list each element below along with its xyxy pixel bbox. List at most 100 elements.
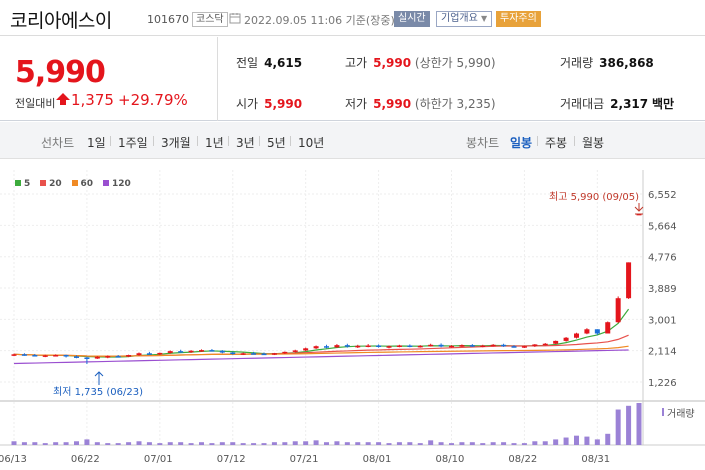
realtime-button[interactable]: 실시간 — [394, 11, 430, 27]
tab-separator — [153, 136, 154, 146]
line-chart-label[interactable]: 선차트 — [41, 136, 75, 150]
x-tick-label: 08/22 — [508, 454, 537, 465]
tab-1week[interactable]: 1주일 — [118, 136, 148, 150]
ma120-label: 120 — [111, 179, 131, 189]
tab-weekly[interactable]: 주봉 — [545, 136, 568, 150]
candle-body — [115, 356, 121, 358]
volume-bar — [115, 443, 121, 445]
candle-body — [563, 337, 569, 341]
x-tick-label: 06/22 — [71, 454, 100, 465]
volume-bar — [469, 442, 475, 445]
timestamp: 2022.09.05 11:06 기준(장중) — [244, 14, 395, 27]
chart-grid — [0, 170, 705, 446]
candle-body — [94, 356, 100, 359]
candle-body — [178, 351, 184, 353]
candle-body — [521, 346, 527, 348]
x-tick-label: 07/12 — [217, 454, 246, 465]
candle-body — [240, 353, 246, 355]
candle-body — [605, 322, 611, 334]
candle-chart-label[interactable]: 봉차트 — [466, 136, 500, 150]
low-label: 저가 — [345, 97, 368, 111]
company-overview-dropdown[interactable]: 기업개요 ▼ — [436, 11, 493, 27]
tab-separator — [259, 136, 260, 146]
volume-bar — [511, 443, 517, 445]
low-price: 저가 5,990 (하한가 3,235) — [345, 95, 496, 112]
change-value: 1,375 — [71, 91, 114, 109]
tab-5year[interactable]: 5년 — [267, 136, 286, 150]
prev-close: 전일 4,615 — [236, 54, 302, 71]
x-tick-label: 08/10 — [436, 454, 465, 465]
volume-bar — [32, 442, 38, 445]
amount-unit: 백만 — [651, 97, 675, 111]
volume-bar — [553, 439, 559, 445]
volume-bar — [636, 403, 642, 445]
candle-body — [459, 345, 465, 347]
ma120-swatch — [102, 180, 109, 186]
volume-bar — [334, 441, 340, 445]
volume-bar — [230, 442, 236, 445]
candlestick-chart[interactable]: 6,552 5,664 4,776 3,889 3,001 2,114 1,226 06/1… — [0, 160, 705, 470]
candle-body — [355, 345, 361, 348]
x-tick-label: 08/01 — [363, 454, 392, 465]
quote-panel: 5,990 전일대비 1,375 +29.79% 전일 4,615 고가 5,990… — [0, 37, 705, 121]
volume-bar — [594, 439, 600, 445]
chart-annotations: 거래량 최고 5,990 (09/05) 최저 1,735 (06/23) — [53, 191, 695, 420]
volume-bar — [21, 442, 27, 445]
tab-1year[interactable]: 1년 — [205, 136, 224, 150]
candle-body — [167, 351, 173, 353]
volume-bar — [219, 442, 225, 445]
volume-bar — [157, 443, 163, 445]
volume-bar — [188, 443, 194, 445]
candle-body — [53, 355, 59, 357]
tab-daily[interactable]: 일봉 — [510, 136, 533, 150]
tab-10year[interactable]: 10년 — [298, 136, 325, 150]
x-tick-label: 07/21 — [290, 454, 319, 465]
volume-bar — [146, 442, 152, 445]
volume-bar — [282, 442, 288, 445]
volume-bar — [428, 440, 434, 445]
candle-body — [261, 353, 267, 356]
candle-body — [501, 344, 507, 347]
stock-code: 101670 — [147, 13, 189, 26]
change-percent: +29.79% — [118, 91, 188, 109]
volume-bar — [209, 443, 215, 445]
current-price: 5,990 — [15, 55, 106, 90]
tab-1day[interactable]: 1일 — [87, 136, 106, 150]
candle-body — [209, 350, 215, 352]
volume-bar — [251, 443, 257, 445]
open-value: 5,990 — [264, 97, 303, 111]
tab-separator — [197, 136, 198, 146]
candle-body — [626, 262, 632, 299]
moving-average-lines — [13, 308, 630, 365]
market-badge: 코스닥 — [192, 12, 228, 27]
stock-header: 코리아에스이 101670 코스닥 2022.09.05 11:06 기준(장중… — [0, 0, 705, 36]
candle-body — [438, 344, 444, 347]
candle-body — [417, 345, 423, 348]
volume-bar — [126, 442, 132, 445]
candle-body — [313, 346, 319, 349]
volume-legend-swatch — [662, 408, 664, 416]
candle-body — [84, 357, 90, 360]
volume-bar — [407, 442, 413, 445]
volume-bar — [386, 443, 392, 445]
legend-ma5: 5 — [15, 179, 30, 189]
candle-body — [105, 356, 111, 358]
candle-body — [219, 350, 225, 353]
tab-3year[interactable]: 3년 — [236, 136, 255, 150]
volume-bar — [42, 443, 48, 445]
tab-separator — [110, 136, 111, 146]
volume-bar — [490, 442, 496, 445]
tab-monthly[interactable]: 월봉 — [582, 136, 605, 150]
candle-body — [615, 298, 621, 323]
candle-body — [511, 346, 517, 348]
lower-limit: (하한가 3,235) — [414, 97, 496, 111]
ma5-label: 5 — [24, 179, 31, 189]
candle-body — [11, 354, 17, 356]
up-arrow-icon — [94, 371, 104, 385]
x-tick-label: 06/13 — [0, 454, 27, 465]
candle-body — [146, 353, 152, 355]
low-value: 5,990 — [373, 97, 412, 111]
candle-body — [271, 353, 277, 355]
tab-3month[interactable]: 3개월 — [161, 136, 191, 150]
candles — [11, 213, 642, 365]
